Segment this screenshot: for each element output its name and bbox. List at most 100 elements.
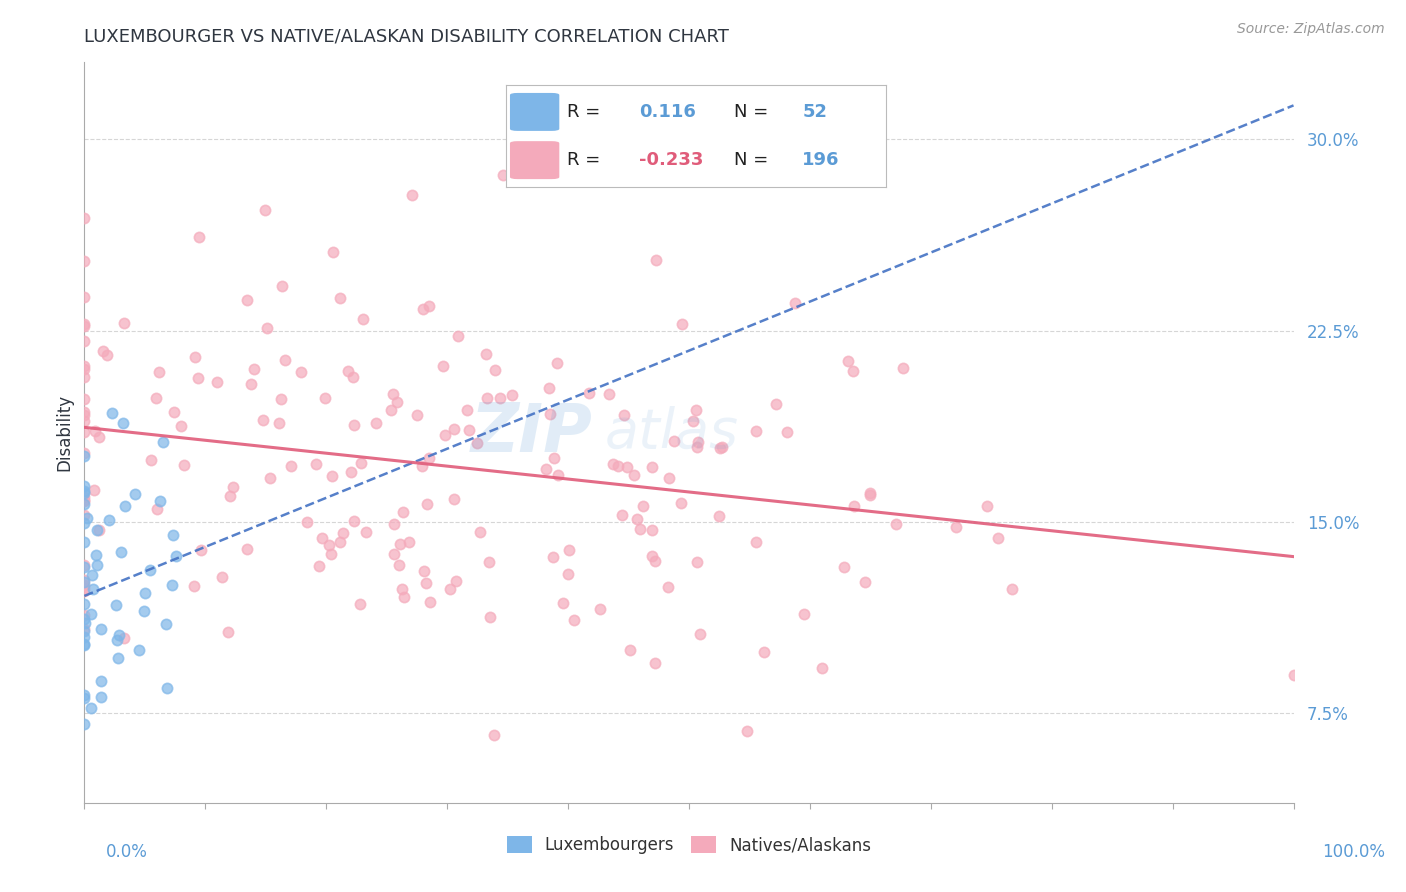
Point (412, 301, 434, 316)
Point (783, 296, 806, 310)
Point (73, 581, 96, 595)
Point (217, 624, 239, 639)
Point (73, 622, 96, 636)
Point (342, 514, 364, 528)
Point (488, 392, 510, 406)
Point (558, 542, 581, 557)
Point (84, 549, 107, 563)
Point (83, 483, 105, 498)
Point (107, 650, 129, 665)
Point (468, 524, 491, 539)
Point (641, 549, 664, 564)
Point (628, 522, 651, 536)
Point (475, 391, 498, 405)
Point (745, 534, 768, 549)
Text: 0.0%: 0.0% (105, 843, 148, 861)
Point (465, 435, 488, 450)
Point (443, 422, 465, 436)
Point (641, 459, 664, 474)
Point (543, 451, 565, 466)
Point (138, 563, 160, 577)
Point (311, 531, 333, 545)
Point (945, 520, 967, 534)
Point (837, 353, 859, 368)
Point (413, 564, 436, 578)
Point (112, 317, 135, 331)
Point (644, 253, 666, 268)
Point (349, 456, 371, 470)
Point (644, 554, 666, 568)
Point (682, 414, 704, 428)
Text: R =: R = (567, 103, 600, 121)
Point (73, 334, 96, 348)
Point (73, 578, 96, 592)
Point (602, 457, 624, 471)
Point (86, 558, 108, 573)
Point (321, 469, 343, 483)
Point (73, 493, 96, 508)
Point (252, 413, 274, 427)
Point (401, 187, 423, 202)
Point (134, 586, 156, 600)
Point (484, 362, 506, 376)
Point (111, 417, 134, 431)
Point (108, 628, 131, 642)
Point (73, 405, 96, 419)
Text: N =: N = (734, 151, 768, 169)
Point (811, 661, 834, 675)
Point (1282, 668, 1305, 682)
Point (686, 555, 709, 569)
Point (73, 607, 96, 622)
Point (73, 688, 96, 702)
Point (82, 568, 104, 582)
Point (148, 365, 170, 379)
FancyBboxPatch shape (510, 93, 560, 131)
Point (149, 494, 172, 508)
Point (709, 441, 731, 455)
Point (709, 509, 731, 524)
Point (73, 318, 96, 333)
Point (391, 582, 413, 597)
Point (110, 545, 132, 559)
Point (87, 523, 110, 537)
Point (616, 460, 638, 475)
Point (295, 516, 318, 530)
Point (162, 528, 184, 542)
Point (364, 416, 387, 430)
Point (631, 499, 654, 513)
Point (398, 535, 420, 549)
Point (832, 560, 855, 574)
Point (73, 615, 96, 630)
Y-axis label: Disability: Disability (55, 394, 73, 471)
Point (578, 385, 600, 400)
Point (776, 425, 799, 440)
Point (444, 574, 467, 588)
Point (332, 525, 354, 540)
Point (406, 408, 429, 422)
Point (170, 419, 193, 434)
Point (432, 359, 454, 374)
Text: Source: ZipAtlas.com: Source: ZipAtlas.com (1237, 22, 1385, 37)
Point (73, 558, 96, 572)
Point (236, 293, 259, 308)
Point (73, 425, 96, 440)
Point (391, 505, 413, 519)
Point (319, 547, 342, 561)
Point (793, 607, 815, 621)
Point (626, 512, 648, 526)
Point (557, 567, 579, 582)
Point (859, 488, 882, 502)
Point (337, 364, 360, 378)
Point (73, 597, 96, 611)
Point (146, 501, 169, 516)
Point (91, 343, 114, 358)
Point (132, 604, 155, 618)
Point (162, 405, 184, 419)
Point (96, 348, 118, 362)
Point (416, 497, 439, 511)
Point (73, 691, 96, 706)
Point (752, 645, 775, 659)
Point (273, 353, 295, 368)
Text: LUXEMBOURGER VS NATIVE/ALASKAN DISABILITY CORRELATION CHART: LUXEMBOURGER VS NATIVE/ALASKAN DISABILIT… (84, 28, 730, 45)
FancyBboxPatch shape (510, 141, 560, 179)
